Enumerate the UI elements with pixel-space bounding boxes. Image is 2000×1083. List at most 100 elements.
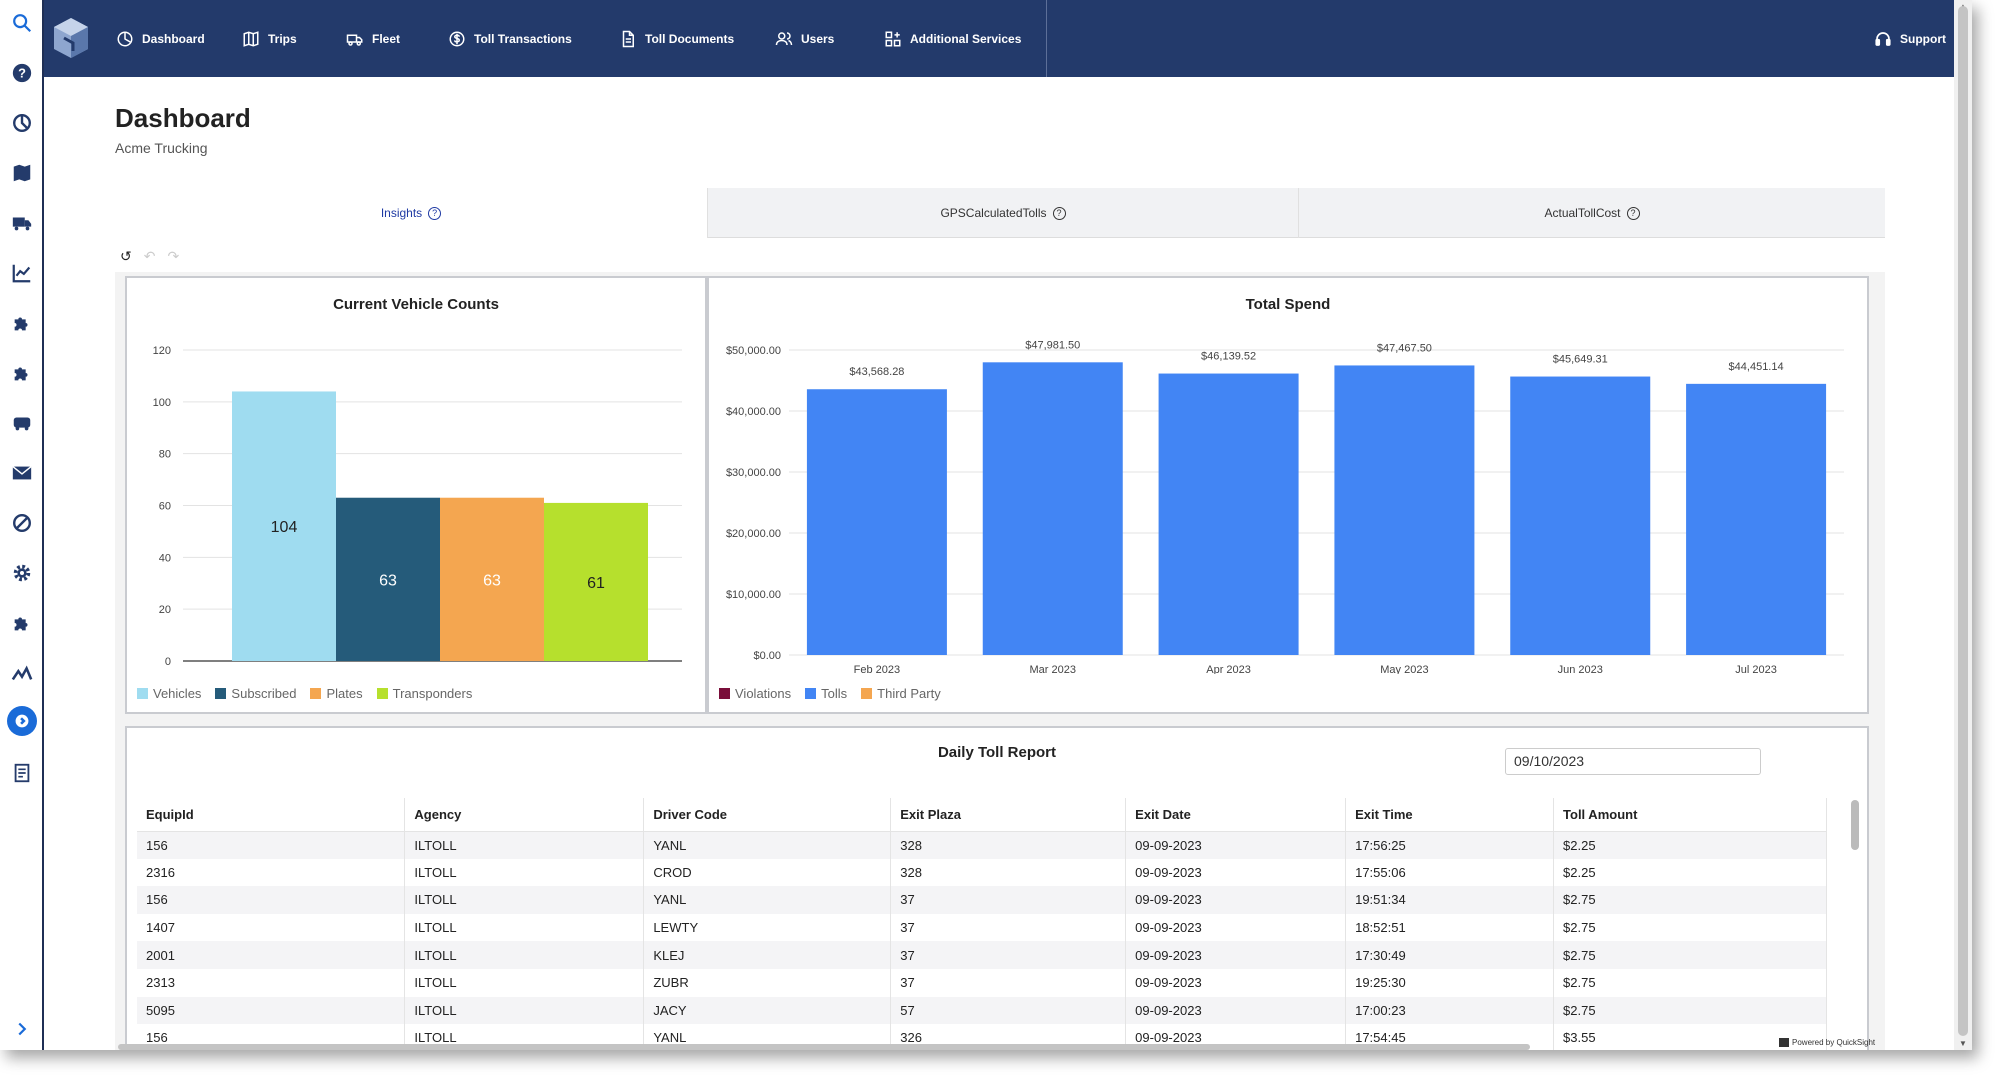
table-cell: 09-09-2023 <box>1125 858 1347 887</box>
nav-fleet[interactable]: Fleet <box>346 27 400 51</box>
legend-item[interactable]: Third Party <box>861 686 941 701</box>
bar <box>806 389 947 655</box>
puzzle-icon[interactable] <box>9 610 35 636</box>
nav-divider <box>1046 0 1047 77</box>
y-tick-label: 100 <box>153 397 171 409</box>
table-cell: 37 <box>890 913 1127 942</box>
bar-value-label: 61 <box>587 575 605 592</box>
undo-icon[interactable]: ↶ <box>143 248 156 264</box>
column-header[interactable]: Exit Date <box>1125 798 1347 832</box>
column-header[interactable]: Exit Time <box>1345 798 1555 832</box>
y-tick-label: $20,000.00 <box>726 528 781 540</box>
table-cell: 17:56:25 <box>1345 831 1555 859</box>
search-icon[interactable] <box>9 10 35 36</box>
x-tick-label: May 2023 <box>1380 664 1428 674</box>
table-row[interactable]: 156 ILTOLL YANL 37 09-09-2023 19:51:34 $2.75 <box>137 886 1827 914</box>
bar <box>1158 373 1299 655</box>
bus-icon[interactable] <box>9 410 35 436</box>
info-icon[interactable]: ? <box>1626 206 1640 220</box>
bar <box>1510 376 1651 655</box>
info-icon[interactable]: ? <box>1052 206 1066 220</box>
date-filter-input[interactable]: 09/10/2023 <box>1505 748 1761 775</box>
table-cell: 2313 <box>137 968 406 997</box>
map-route-icon[interactable] <box>9 160 35 186</box>
table-cell: 328 <box>890 831 1127 859</box>
gear-icon[interactable] <box>9 560 35 586</box>
nav-toll-documents[interactable]: Toll Documents <box>619 27 734 51</box>
tab-gpscalculatedtolls[interactable]: GPSCalculatedTolls ? <box>707 188 1298 238</box>
tab-insights[interactable]: Insights ? <box>115 188 707 238</box>
page-scrollbar[interactable]: ▲ ▼ <box>1954 0 1972 1050</box>
column-header[interactable]: Exit Plaza <box>890 798 1127 832</box>
nav-support[interactable]: Support <box>1874 27 1946 51</box>
table-cell: 17:30:49 <box>1345 941 1555 969</box>
total-spend-card[interactable]: Total Spend $0.00 $10,000.00 $20,000.00 $30… <box>707 276 1869 714</box>
table-cell: 2001 <box>137 941 406 969</box>
legend-label: Subscribed <box>231 686 297 701</box>
redo-icon[interactable]: ↷ <box>167 248 180 264</box>
table-row[interactable]: 5095 ILTOLL JACY 57 09-09-2023 17:00:23 $2.75 <box>137 996 1827 1025</box>
toll-app-icon[interactable] <box>7 706 37 736</box>
puzzle-icon[interactable] <box>9 360 35 386</box>
tab-gpscalculatedtolls-label: GPSCalculatedTolls <box>940 206 1047 220</box>
legend-item[interactable]: Transponders <box>376 686 472 701</box>
line-chart-icon[interactable] <box>9 260 35 286</box>
reset-icon[interactable]: ↺ <box>120 248 132 264</box>
nav-trips[interactable]: Trips <box>242 27 297 51</box>
nav-toll-transactions[interactable]: Toll Transactions <box>448 27 572 51</box>
table-cell: 19:25:30 <box>1345 968 1555 997</box>
legend-item[interactable]: Vehicles <box>137 686 201 701</box>
legend-item[interactable]: Plates <box>310 686 363 701</box>
column-header[interactable]: Toll Amount <box>1553 798 1827 832</box>
column-header[interactable]: Agency <box>404 798 645 832</box>
analytics-pie-icon[interactable] <box>9 110 35 136</box>
table-cell: ILTOLL <box>404 941 645 969</box>
bar <box>982 362 1123 655</box>
y-tick-label: $40,000.00 <box>726 406 781 418</box>
speed-icon[interactable] <box>9 660 35 686</box>
page-scrollbar-thumb[interactable] <box>1958 6 1968 1036</box>
nav-additional-services[interactable]: Additional Services <box>884 27 1021 51</box>
nav-dashboard-label: Dashboard <box>142 32 205 46</box>
table-scrollbar[interactable] <box>1851 800 1859 850</box>
column-header[interactable]: Driver Code <box>643 798 892 832</box>
nav-dashboard[interactable]: Dashboard <box>116 27 205 51</box>
column-header[interactable]: EquipId <box>137 798 406 832</box>
toll-report-table: EquipId Agency Driver Code Exit Plaza Ex… <box>137 798 1827 1050</box>
bar-value-label: $43,568.28 <box>849 366 904 378</box>
scroll-down-arrow-icon[interactable]: ▼ <box>1959 1039 1967 1048</box>
mail-icon[interactable] <box>9 460 35 486</box>
powered-by-label: Powered by QuickSight <box>1792 1038 1876 1047</box>
puzzle-icon[interactable] <box>9 310 35 336</box>
table-cell: 09-09-2023 <box>1125 913 1347 942</box>
table-row[interactable]: 1407 ILTOLL LEWTY 37 09-09-2023 18:52:51 $2.75 <box>137 913 1827 942</box>
headset-icon <box>1875 32 1891 46</box>
table-cell: 37 <box>890 886 1127 914</box>
info-icon[interactable]: ? <box>428 206 442 220</box>
table-row[interactable]: 156 ILTOLL YANL 328 09-09-2023 17:56:25 $2.25 <box>137 831 1827 859</box>
nav-users[interactable]: Users <box>775 27 834 51</box>
table-row[interactable]: 2316 ILTOLL CROD 328 09-09-2023 17:55:06 $2.25 <box>137 858 1827 887</box>
left-icon-rail: ? <box>0 0 44 1050</box>
blocked-icon[interactable] <box>9 510 35 536</box>
legend-label: Violations <box>735 686 792 701</box>
legend-label: Third Party <box>877 686 941 701</box>
bar <box>232 391 336 661</box>
table-cell: $2.25 <box>1553 831 1827 859</box>
vehicle-counts-card[interactable]: Current Vehicle Counts 0 20 40 60 80 100 120 10… <box>125 276 707 714</box>
table-row[interactable]: 2001 ILTOLL KLEJ 37 09-09-2023 17:30:49 $2.75 <box>137 941 1827 969</box>
legend-item[interactable]: Violations <box>719 686 791 701</box>
legend-item[interactable]: Subscribed <box>215 686 296 701</box>
legend-swatch <box>719 688 730 699</box>
truck-icon[interactable] <box>9 210 35 236</box>
legend-item[interactable]: Tolls <box>805 686 847 701</box>
report-icon[interactable] <box>9 760 35 786</box>
expand-chevron-icon[interactable] <box>9 1016 35 1042</box>
table-row[interactable]: 2313 ILTOLL ZUBR 37 09-09-2023 19:25:30 $2.75 <box>137 968 1827 997</box>
tab-actualtollcost[interactable]: ActualTollCost ? <box>1298 188 1885 238</box>
chart-title: Total Spend <box>1245 296 1331 313</box>
daily-toll-report-card[interactable]: Daily Toll Report 09/10/2023 EquipId Age… <box>125 726 1869 1050</box>
help-icon[interactable]: ? <box>9 60 35 86</box>
horizontal-scrollbar[interactable] <box>118 1044 1530 1050</box>
app-logo[interactable] <box>50 16 92 60</box>
